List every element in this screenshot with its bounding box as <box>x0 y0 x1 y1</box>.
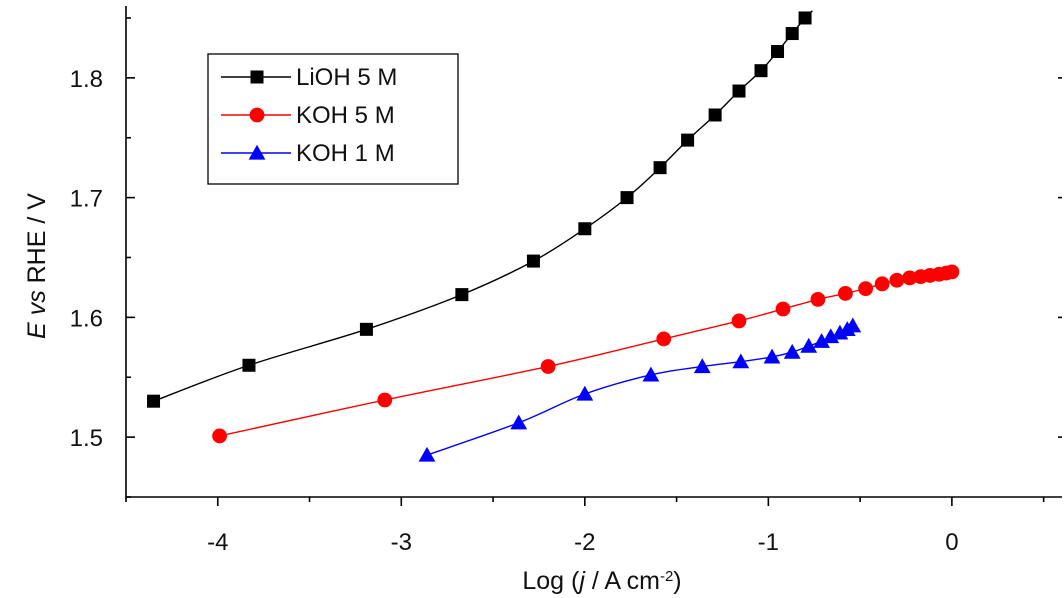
data-point <box>731 313 747 329</box>
plot-layer <box>147 10 960 462</box>
data-point <box>653 161 667 175</box>
legend: LiOH 5 M KOH 5 M KOH 1 M <box>207 53 459 185</box>
series-koh-5-m <box>212 264 960 444</box>
legend-item-koh-1-m: KOH 1 M <box>221 140 395 167</box>
legend-box <box>207 53 459 185</box>
legend-label: KOH 5 M <box>296 102 395 129</box>
data-point <box>844 317 862 333</box>
data-point <box>785 27 799 41</box>
data-point <box>810 292 826 307</box>
legend-label: LiOH 5 M <box>296 64 397 91</box>
data-point <box>212 428 228 444</box>
series-lioh-5-m <box>147 10 813 408</box>
legend-marker <box>249 107 265 123</box>
legend-item-koh-5-m: KOH 5 M <box>221 102 395 129</box>
data-point <box>681 133 695 147</box>
data-point <box>455 288 469 302</box>
data-point <box>642 366 660 382</box>
data-point <box>754 64 768 78</box>
data-point <box>783 343 801 359</box>
data-point <box>732 84 746 98</box>
data-point <box>771 45 785 59</box>
data-point <box>377 392 393 408</box>
y-tick-label: 1.7 <box>70 186 103 213</box>
data-point <box>620 191 634 205</box>
data-point <box>798 11 812 25</box>
data-point <box>147 394 161 408</box>
data-point <box>576 385 594 401</box>
data-point <box>889 272 905 288</box>
legend-item-lioh-5-m: LiOH 5 M <box>221 64 397 91</box>
data-point <box>540 359 556 374</box>
data-point <box>858 281 874 297</box>
data-point <box>693 358 711 374</box>
data-point <box>526 254 540 268</box>
x-tick-label: -1 <box>758 529 779 556</box>
data-point <box>359 322 373 336</box>
data-point <box>732 353 750 369</box>
y-tick-label: 1.5 <box>70 425 103 452</box>
y-axis-title: E vs RHE / V <box>23 193 51 339</box>
legend-label: KOH 1 M <box>296 140 395 167</box>
x-tick-label: 0 <box>945 529 958 556</box>
series-koh-1-m <box>418 317 862 462</box>
data-point <box>800 337 818 353</box>
data-point <box>510 414 528 430</box>
data-point <box>944 264 960 280</box>
data-point <box>813 333 830 348</box>
legend-marker <box>250 70 264 84</box>
x-tick-label: -4 <box>207 529 228 556</box>
y-tick-label: 1.8 <box>70 66 103 93</box>
legend-marker <box>248 144 266 160</box>
x-tick-label: -3 <box>391 529 412 556</box>
data-point <box>418 446 436 462</box>
axis-titles-layer: Log (j / A cm-2) E vs RHE / V <box>23 193 682 595</box>
data-point <box>763 348 781 364</box>
data-point <box>838 286 853 301</box>
x-axis-title: Log (j / A cm-2) <box>522 567 681 595</box>
data-point <box>775 301 791 317</box>
data-point <box>656 331 672 347</box>
data-point <box>578 222 592 236</box>
axis-ticks-layer <box>125 6 1062 506</box>
tick-labels-layer: -4 -3 -2 -1 0 1.5 1.6 1.7 1.8 <box>70 66 959 556</box>
x-tick-label: -2 <box>574 529 595 556</box>
data-point <box>874 276 890 292</box>
y-tick-label: 1.6 <box>70 305 103 332</box>
data-point <box>708 108 722 122</box>
data-point <box>242 358 256 372</box>
data-point <box>902 270 918 286</box>
